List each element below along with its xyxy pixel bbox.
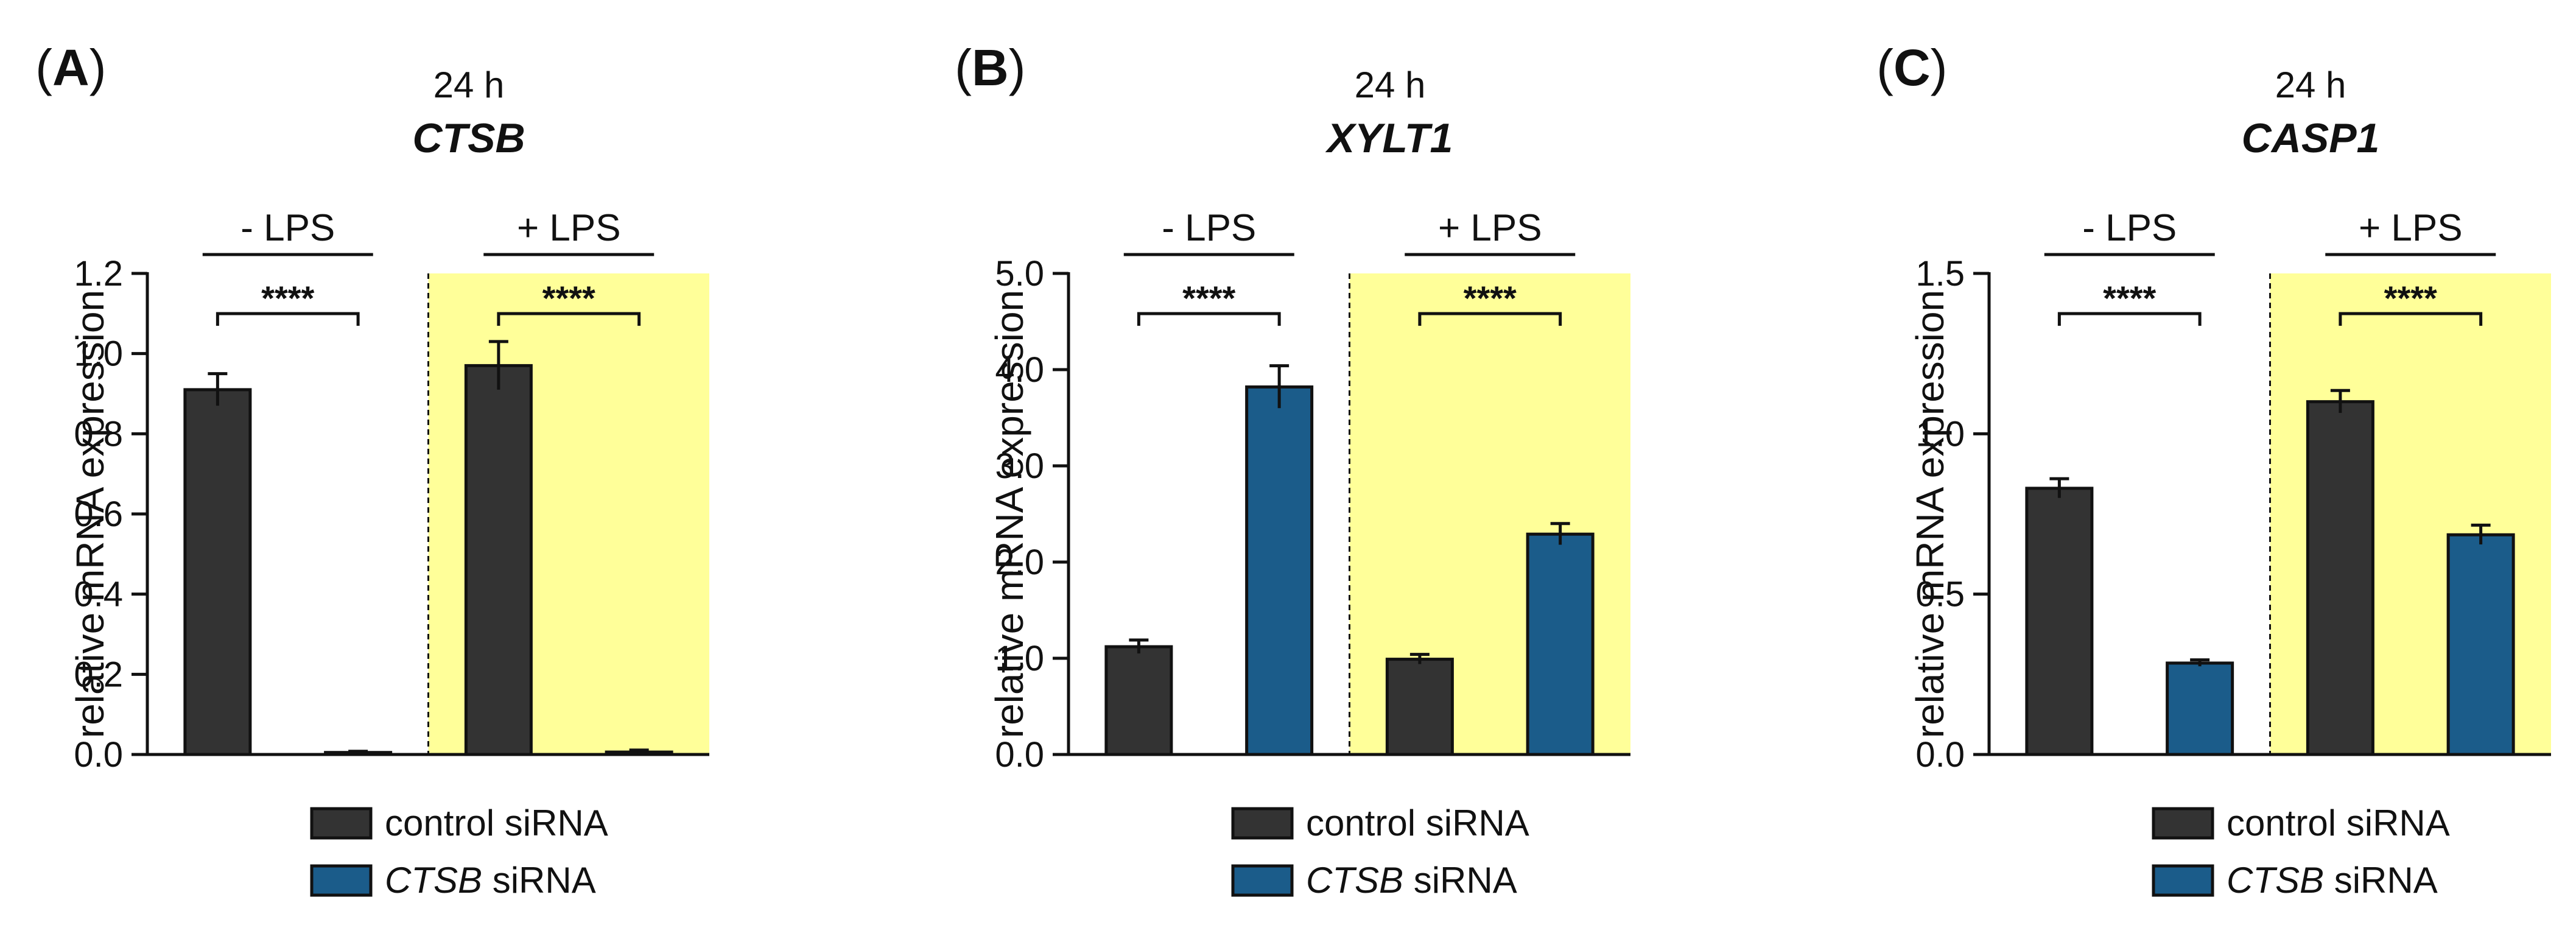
bar [464, 364, 533, 756]
significance-bracket [2339, 312, 2483, 326]
legend-label: CTSB siRNA [1306, 860, 1517, 901]
y-tick-label: 1.2 [74, 254, 123, 294]
y-axis-label: relative mRNA expression [68, 290, 112, 738]
bar [2025, 487, 2094, 756]
bar [1526, 532, 1595, 756]
gene-label: CASP1 [2242, 115, 2380, 161]
panel-letter: (A) [35, 39, 107, 96]
group-label: + LPS [2359, 207, 2463, 249]
significance-bracket [497, 312, 641, 326]
gene-label: XYLT1 [1325, 115, 1453, 161]
legend-label: control siRNA [385, 803, 608, 843]
legend-swatch [310, 807, 373, 840]
significance-stars: **** [1464, 279, 1517, 317]
legend-label: CTSB siRNA [385, 860, 596, 901]
y-tick-label: 4.0 [995, 350, 1044, 390]
legend-label: CTSB siRNA [2227, 860, 2438, 901]
significance-stars: **** [2384, 279, 2437, 317]
legend-swatch [2152, 864, 2214, 897]
chart-panel-a: (A) 24 h CTSB 0.0 0.2 0.4 0.6 0.8 1.0 1.2relative… [35, 39, 709, 901]
panel-letter: (C) [1876, 39, 1948, 96]
significance-stars: **** [2103, 279, 2156, 317]
y-tick-label: 0.0 [1915, 735, 1965, 775]
significance-bracket [216, 312, 360, 326]
bar [1104, 645, 1173, 756]
time-label: 24 h [1355, 65, 1426, 105]
bar [2166, 661, 2234, 756]
group-label: - LPS [240, 207, 335, 249]
y-axis-label: relative mRNA expression [988, 290, 1031, 738]
y-tick-label: 0.4 [74, 575, 123, 614]
time-label: 24 h [433, 65, 505, 105]
legend-swatch [1231, 864, 1294, 897]
significance-bracket [1418, 312, 1562, 326]
legend-swatch [310, 864, 373, 897]
bar [2446, 533, 2515, 756]
y-tick-label: 0.5 [1915, 575, 1965, 614]
group-label: + LPS [517, 207, 621, 249]
bar [183, 388, 252, 756]
y-tick-label: 0.6 [74, 494, 123, 534]
y-tick-label: 1.5 [1915, 254, 1965, 294]
y-tick-label: 5.0 [995, 254, 1044, 294]
legend-label: control siRNA [1306, 803, 1529, 843]
y-tick-label: 0.2 [74, 655, 123, 694]
significance-bracket [2057, 312, 2202, 326]
bar [2306, 400, 2374, 756]
y-tick-label: 3.0 [995, 446, 1044, 486]
bar [1245, 385, 1314, 756]
legend-label: control siRNA [2227, 803, 2450, 843]
legend-swatch [1231, 807, 1294, 840]
y-tick-label: 1.0 [995, 639, 1044, 678]
time-label: 24 h [2275, 65, 2346, 105]
bar [1385, 658, 1454, 756]
y-tick-label: 1.0 [74, 334, 123, 374]
significance-stars: **** [542, 279, 595, 317]
y-tick-label: 0.0 [74, 735, 123, 775]
legend-swatch [2152, 807, 2214, 840]
significance-bracket [1137, 312, 1281, 326]
y-axis-label: relative mRNA expression [1908, 290, 1952, 738]
group-label: - LPS [1162, 207, 1256, 249]
y-tick-label: 0.0 [995, 735, 1044, 775]
panel-letter: (B) [955, 39, 1026, 96]
gene-label: CTSB [412, 115, 525, 161]
group-label: - LPS [2082, 207, 2177, 249]
y-tick-label: 2.0 [995, 543, 1044, 582]
group-label: + LPS [1438, 207, 1542, 249]
significance-stars: **** [1182, 279, 1235, 317]
y-tick-label: 0.8 [74, 414, 123, 454]
significance-stars: **** [261, 279, 314, 317]
y-tick-label: 1.0 [1915, 414, 1965, 454]
